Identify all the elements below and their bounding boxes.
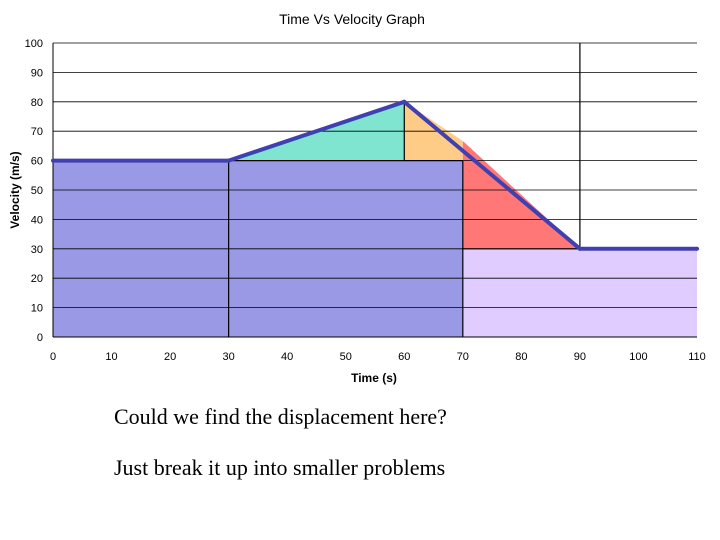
data-point-0-4 [695, 246, 699, 251]
x-tick-label-110: 110 [688, 351, 706, 363]
data-point-0-2 [402, 99, 407, 104]
x-tick-label-30: 30 [223, 351, 235, 363]
y-tick-label-0: 0 [37, 332, 43, 344]
x-tick-label-40: 40 [281, 351, 293, 363]
data-point-0-3 [577, 246, 582, 251]
data-point-0-1 [226, 158, 231, 163]
x-tick-label-60: 60 [398, 351, 410, 363]
y-tick-label-40: 40 [31, 214, 43, 226]
y-axis-title: Velocity (m/s) [8, 151, 22, 228]
x-tick-label-20: 20 [164, 351, 176, 363]
x-tick-label-0: 0 [50, 351, 56, 363]
caption-hint: Just break it up into smaller problems [114, 455, 446, 480]
y-tick-label-10: 10 [31, 303, 43, 315]
data-point-0-0 [51, 158, 55, 163]
x-tick-label-10: 10 [105, 351, 117, 363]
y-tick-label-90: 90 [31, 67, 43, 79]
y-tick-label-50: 50 [31, 185, 43, 197]
caption-question: Could we find the displacement here? [114, 404, 447, 429]
x-tick-label-100: 100 [629, 351, 647, 363]
chart-title: Time Vs Velocity Graph [279, 11, 425, 27]
y-tick-label-60: 60 [31, 156, 43, 168]
area-region-1 [462, 248, 697, 337]
y-tick-label-70: 70 [31, 126, 43, 138]
y-tick-label-80: 80 [31, 97, 43, 109]
x-tick-label-70: 70 [457, 351, 469, 363]
y-tick-label-100: 100 [25, 38, 43, 50]
y-tick-label-20: 20 [31, 273, 43, 285]
plot-area: 0 10 20 30 40 50 60 70 80 90 100 0 10 20 30 40 50 60 70 80 9… [25, 38, 706, 363]
x-tick-label-80: 80 [515, 351, 527, 363]
x-tick-label-50: 50 [340, 351, 352, 363]
velocity-time-chart: Time Vs Velocity Graph 0 10 20 30 40 50 60 70 80… [8, 11, 706, 385]
x-axis-title: Time (s) [351, 371, 397, 385]
y-tick-label-30: 30 [31, 244, 43, 256]
x-tick-label-90: 90 [574, 351, 586, 363]
